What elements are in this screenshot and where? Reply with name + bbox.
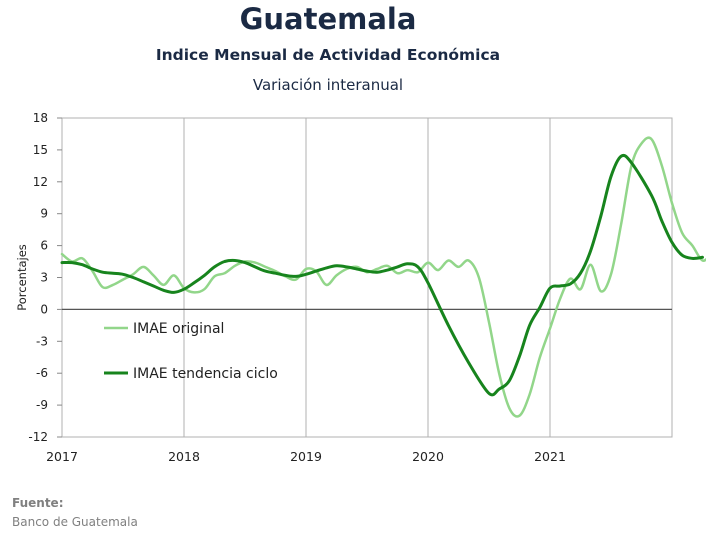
y-tick-label: -9 bbox=[36, 398, 48, 412]
source-text: Banco de Guatemala bbox=[12, 515, 138, 529]
x-tick-label: 2017 bbox=[46, 449, 78, 464]
y-tick-label: -3 bbox=[36, 334, 48, 348]
y-tick-label: 3 bbox=[40, 271, 48, 285]
x-tick-label: 2021 bbox=[534, 449, 566, 464]
plot-area bbox=[61, 117, 673, 438]
y-tick-label: 18 bbox=[33, 111, 48, 125]
y-tick-label: -12 bbox=[28, 430, 48, 444]
y-tick-label: 15 bbox=[33, 143, 48, 157]
legend-label-1: IMAE tendencia ciclo bbox=[133, 366, 278, 382]
series-line-imae-tendencia-ciclo bbox=[60, 153, 704, 397]
y-tick-label: 9 bbox=[40, 207, 48, 221]
x-tick-label: 2019 bbox=[290, 449, 322, 464]
chart-subtitle: Indice Mensual de Actividad Económica bbox=[155, 46, 501, 64]
y-tick-label: -6 bbox=[36, 366, 48, 380]
y-tick-label: 0 bbox=[40, 302, 48, 316]
source-label: Fuente: bbox=[12, 496, 64, 510]
y-tick-label: 6 bbox=[40, 239, 48, 253]
x-tick-label: 2020 bbox=[412, 449, 444, 464]
chart-title: Guatemala bbox=[239, 2, 417, 36]
legend-label-0: IMAE original bbox=[133, 321, 224, 337]
y-axis-label: Porcentajes bbox=[15, 244, 29, 311]
chart-subtitle-secondary: Variación interanual bbox=[252, 76, 404, 94]
x-tick-label: 2018 bbox=[168, 449, 200, 464]
y-tick-label: 12 bbox=[33, 175, 48, 189]
